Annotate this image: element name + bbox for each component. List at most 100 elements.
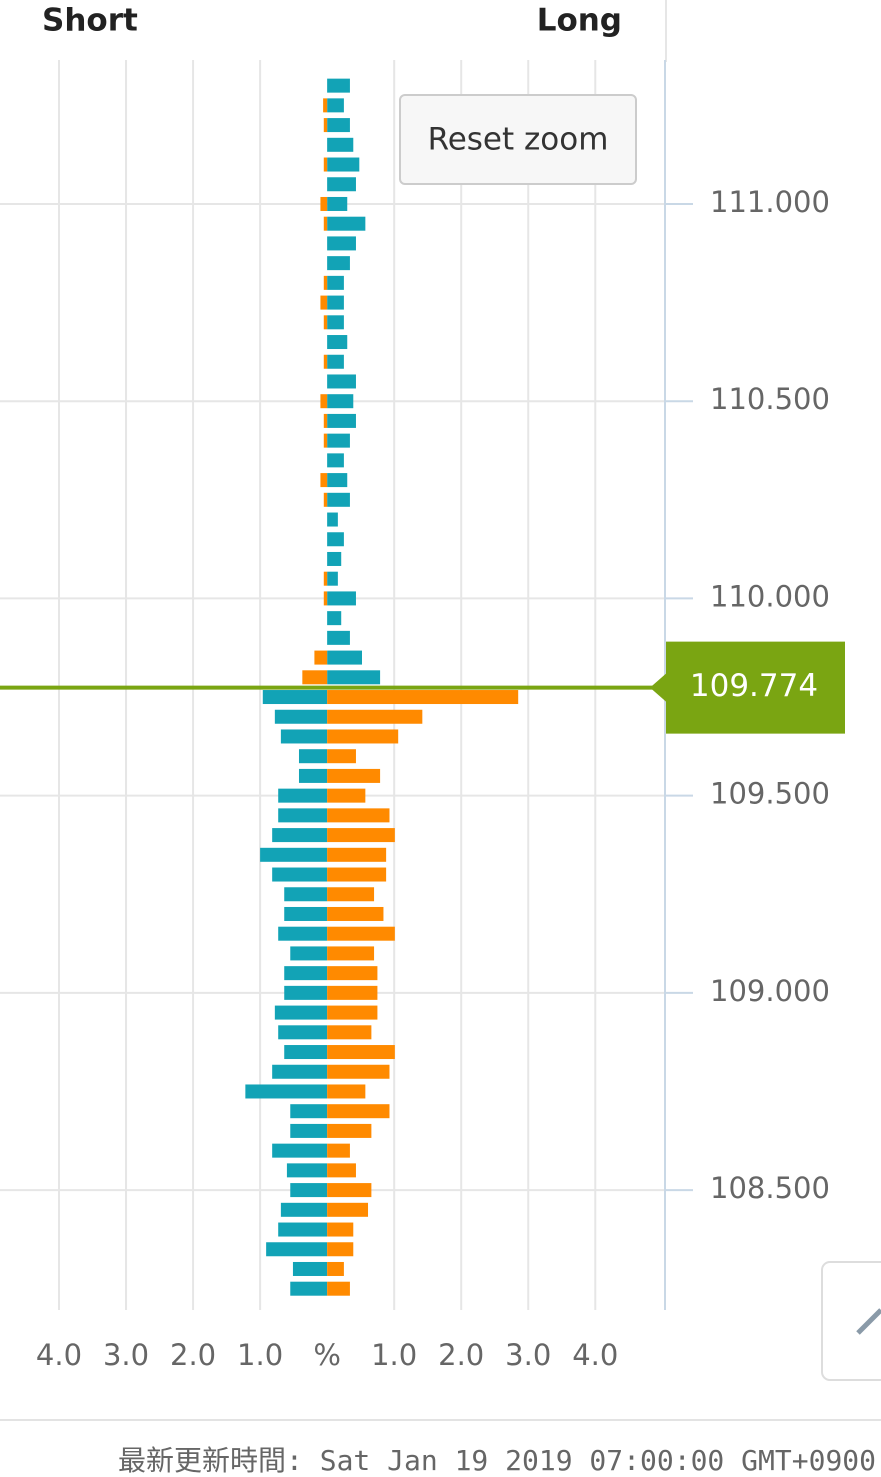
button-box[interactable] (399, 94, 637, 185)
bar (327, 512, 338, 527)
bar (327, 650, 362, 665)
bar (327, 808, 390, 823)
bar (327, 335, 348, 350)
bar (327, 157, 360, 172)
bar (323, 354, 328, 369)
bar (320, 295, 328, 310)
overlay: 109.774 (0, 641, 845, 734)
bar (278, 926, 328, 941)
bar (262, 690, 328, 705)
bar (280, 729, 328, 744)
bar (323, 571, 328, 586)
bar (323, 275, 328, 290)
bar (327, 670, 381, 685)
bar (327, 887, 375, 902)
bar (274, 709, 328, 724)
bar (323, 216, 328, 231)
bar (327, 1222, 354, 1237)
bar (290, 946, 328, 961)
bar (278, 788, 328, 803)
x-tick-label: % (313, 1338, 341, 1372)
bar (327, 295, 344, 310)
bar (327, 966, 378, 981)
bar (327, 98, 344, 113)
bar (323, 118, 328, 133)
x-tick-label: 4.0 (36, 1338, 82, 1372)
bar (327, 847, 387, 862)
bar (284, 985, 328, 1000)
bar (274, 1005, 328, 1020)
bar (290, 1104, 328, 1119)
bar (327, 1163, 356, 1178)
bar (327, 1202, 369, 1217)
x-tick-label: 3.0 (103, 1338, 149, 1372)
bar (327, 354, 344, 369)
bar (327, 453, 344, 468)
bar (323, 157, 328, 172)
bar (327, 196, 348, 211)
bar (327, 413, 356, 428)
pen-icon (856, 1308, 881, 1335)
bar (327, 473, 348, 488)
edit-widget[interactable] (821, 1261, 881, 1381)
bar (327, 1281, 350, 1296)
x-tick-label: 4.0 (572, 1338, 618, 1372)
bar (284, 906, 328, 921)
bar (327, 78, 350, 93)
current-price-box (650, 641, 845, 734)
bar (286, 1163, 328, 1178)
bar (327, 788, 366, 803)
bar (327, 768, 381, 783)
bar (280, 1202, 328, 1217)
bar (292, 1261, 328, 1276)
button-label[interactable]: Reset zoom (428, 122, 609, 158)
bar (298, 768, 328, 783)
edit-box[interactable] (821, 1261, 881, 1381)
bar (260, 847, 328, 862)
bar (278, 1025, 328, 1040)
bar (327, 236, 356, 251)
footer-text: 最新更新時間: Sat Jan 19 2019 07:00:00 GMT+090… (118, 1444, 876, 1477)
bar (327, 433, 350, 448)
bar (327, 1104, 390, 1119)
reset-zoom-button[interactable]: Reset zoom (399, 94, 637, 185)
bar (327, 551, 342, 566)
bar (327, 532, 344, 547)
bar (272, 1143, 328, 1158)
bar (327, 630, 350, 645)
current-price-label: 109.774 (690, 668, 818, 704)
bar (327, 867, 387, 882)
x-tick-label: 1.0 (237, 1338, 283, 1372)
bar (320, 394, 328, 409)
bar (290, 1123, 328, 1138)
bar (327, 926, 395, 941)
y-tick-label: 109.500 (710, 777, 830, 811)
long-label: Long (537, 3, 622, 39)
bar (327, 1064, 390, 1079)
y-tick-label: 108.500 (710, 1171, 830, 1205)
bar (327, 571, 338, 586)
bar (272, 867, 328, 882)
bar (266, 1242, 328, 1257)
bar (302, 670, 328, 685)
x-tick-label: 2.0 (438, 1338, 484, 1372)
bar (323, 315, 328, 330)
bar (290, 1281, 328, 1296)
bar (272, 828, 328, 843)
bar (327, 492, 350, 507)
y-tick-label: 111.000 (710, 185, 830, 219)
bar (323, 591, 328, 606)
bar (327, 946, 375, 961)
bar (278, 1222, 328, 1237)
bar (327, 709, 423, 724)
bar (298, 749, 328, 764)
bar (290, 1183, 328, 1198)
bar (284, 887, 328, 902)
bar (327, 1123, 372, 1138)
y-tick-label: 110.500 (710, 382, 830, 416)
bar (320, 473, 328, 488)
bar (327, 374, 356, 389)
bar (327, 137, 354, 152)
bar (327, 256, 350, 271)
